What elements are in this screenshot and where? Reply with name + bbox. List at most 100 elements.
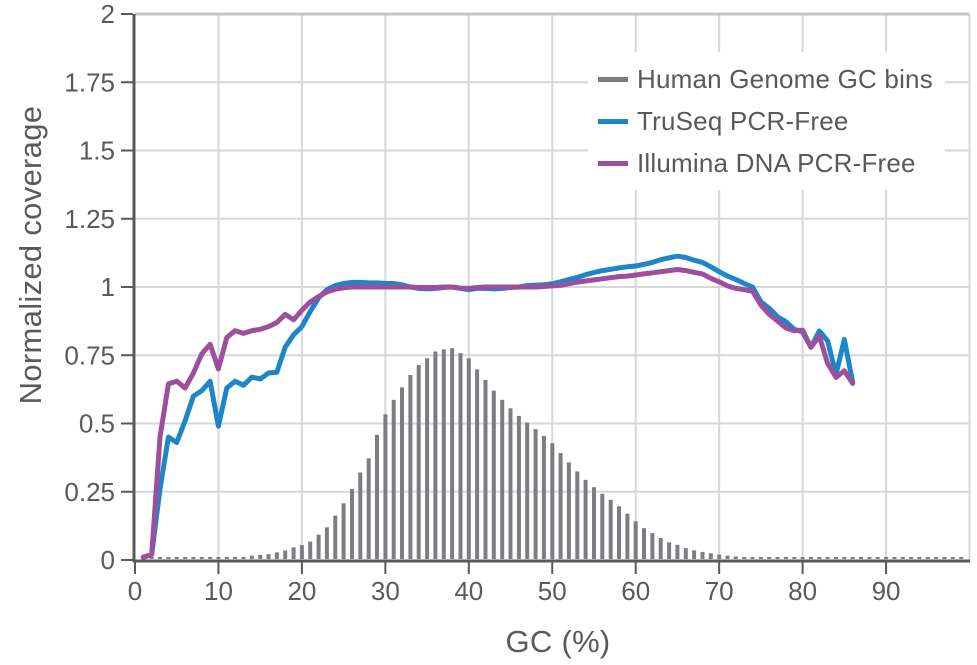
gc-bin-bar (358, 472, 363, 559)
gc-bin-bar (900, 557, 905, 559)
truseq-swatch-icon (598, 118, 628, 124)
gc-bin-bar (433, 351, 438, 559)
gc-bin-bar (800, 557, 805, 559)
gc-bin-bar (199, 557, 204, 559)
x-tick-label: 60 (621, 576, 650, 606)
gc-bin-bar (366, 458, 371, 559)
gc-bin-bar (708, 553, 713, 559)
gc-bin-bar (950, 557, 955, 559)
y-axis-title: Normalized coverage (13, 105, 48, 405)
gc-bin-bar (450, 348, 455, 559)
x-axis-title: GC (%) (505, 624, 611, 659)
gc-bin-bar (308, 541, 313, 559)
gc-bin-bar (742, 557, 747, 559)
gc-bin-bar (859, 557, 863, 559)
x-tick-label: 90 (872, 576, 901, 606)
illumina-swatch-icon (598, 160, 628, 166)
gc-bin-bar (500, 399, 505, 559)
gc-bin-bar (783, 557, 788, 559)
gc-bin-bar (867, 557, 872, 559)
gc-bin-bar (491, 390, 496, 559)
gc-bin-bar (775, 557, 780, 559)
y-tick-label: 1 (101, 272, 115, 302)
gc-bin-bar (458, 353, 463, 559)
gc-bin-bar (658, 538, 663, 559)
gc-bin-bar (892, 557, 897, 559)
gc-bins-swatch-icon (598, 76, 628, 82)
gc-bin-bar (608, 499, 613, 559)
gc-bin-bar (917, 557, 922, 559)
y-tick-label: 0 (101, 545, 115, 575)
gc-bin-bar (249, 555, 254, 559)
gc-bin-bar (625, 513, 630, 559)
gc-bin-bar (825, 557, 830, 559)
gc-bin-bar (650, 533, 655, 559)
gc-bin-bar (575, 471, 580, 559)
gc-bin-bar (508, 408, 513, 559)
gc-bin-bar (274, 552, 279, 559)
gc-bin-bar (183, 557, 188, 559)
gc-bin-bar (675, 544, 680, 559)
gc-bin-bar (516, 415, 521, 559)
gc-bin-bar (541, 435, 546, 559)
x-tick-label: 70 (705, 576, 734, 606)
gc-bin-bar (750, 557, 755, 559)
x-tick-label: 30 (371, 576, 400, 606)
gc-bin-bar (808, 557, 813, 559)
gc-bin-bar (258, 554, 263, 559)
gc-bin-bar (425, 358, 430, 559)
y-tick-label: 1.75 (64, 67, 115, 97)
gc-bin-bar (767, 557, 772, 559)
legend-label-gc-bins: Human Genome GC bins (637, 63, 933, 94)
gc-bin-bar (341, 503, 346, 559)
gc-bin-bar (525, 422, 530, 559)
x-tick-label: 10 (204, 576, 233, 606)
gc-bin-bar (817, 557, 822, 559)
gc-bin-bar (299, 545, 304, 559)
x-tick-label: 20 (287, 576, 316, 606)
gc-bin-bar (333, 515, 338, 559)
gc-bin-bar (642, 528, 646, 559)
gc-bin-bar (925, 557, 930, 559)
gc-bin-bar (758, 557, 763, 559)
legend-item-illumina: Illumina DNA PCR-Free (596, 142, 933, 184)
y-tick-label: 1.25 (64, 204, 115, 234)
gc-bin-bar (592, 487, 596, 559)
legend: Human Genome GC bins TruSeq PCR-Free Ill… (588, 52, 945, 190)
gc-bin-bar (466, 358, 471, 559)
gc-bin-bar (959, 557, 964, 559)
y-tick-label: 1.5 (79, 136, 115, 166)
gc-bin-bar (558, 453, 563, 559)
x-tick-label: 40 (454, 576, 483, 606)
gc-bin-bar (416, 364, 421, 559)
illumina-line (140, 267, 856, 560)
gc-bin-bar (233, 557, 238, 559)
x-tick-label: 0 (128, 576, 142, 606)
gc-bin-bar (692, 550, 697, 559)
gc-bin-bar (158, 557, 162, 559)
gc-bin-bar (266, 554, 271, 559)
gc-bin-bar (633, 521, 638, 559)
gc-bin-bar (400, 387, 404, 559)
gc-bin-bar (842, 557, 847, 559)
gc-bin-bar (483, 379, 488, 559)
gc-bin-bar (617, 506, 621, 559)
y-tick-label: 0.5 (79, 409, 115, 439)
gc-bin-bar (191, 557, 196, 559)
gc-bin-bar (166, 557, 171, 559)
gc-bin-bar (149, 557, 154, 559)
gc-bin-bar (942, 557, 947, 559)
gc-bin-bar (667, 542, 672, 559)
y-tick-label: 0.25 (64, 477, 115, 507)
gc-bins-bars (141, 348, 964, 559)
gc-bin-bar (792, 557, 797, 559)
gc-bin-bar (241, 556, 246, 559)
gc-bin-bar (383, 414, 388, 559)
gc-bin-bar (733, 556, 738, 559)
gc-bin-bar (408, 375, 413, 559)
gc-bin-bar (550, 443, 555, 559)
legend-label-illumina: Illumina DNA PCR-Free (637, 147, 916, 178)
gc-bin-bar (441, 349, 446, 559)
gc-bin-bar (375, 434, 379, 559)
